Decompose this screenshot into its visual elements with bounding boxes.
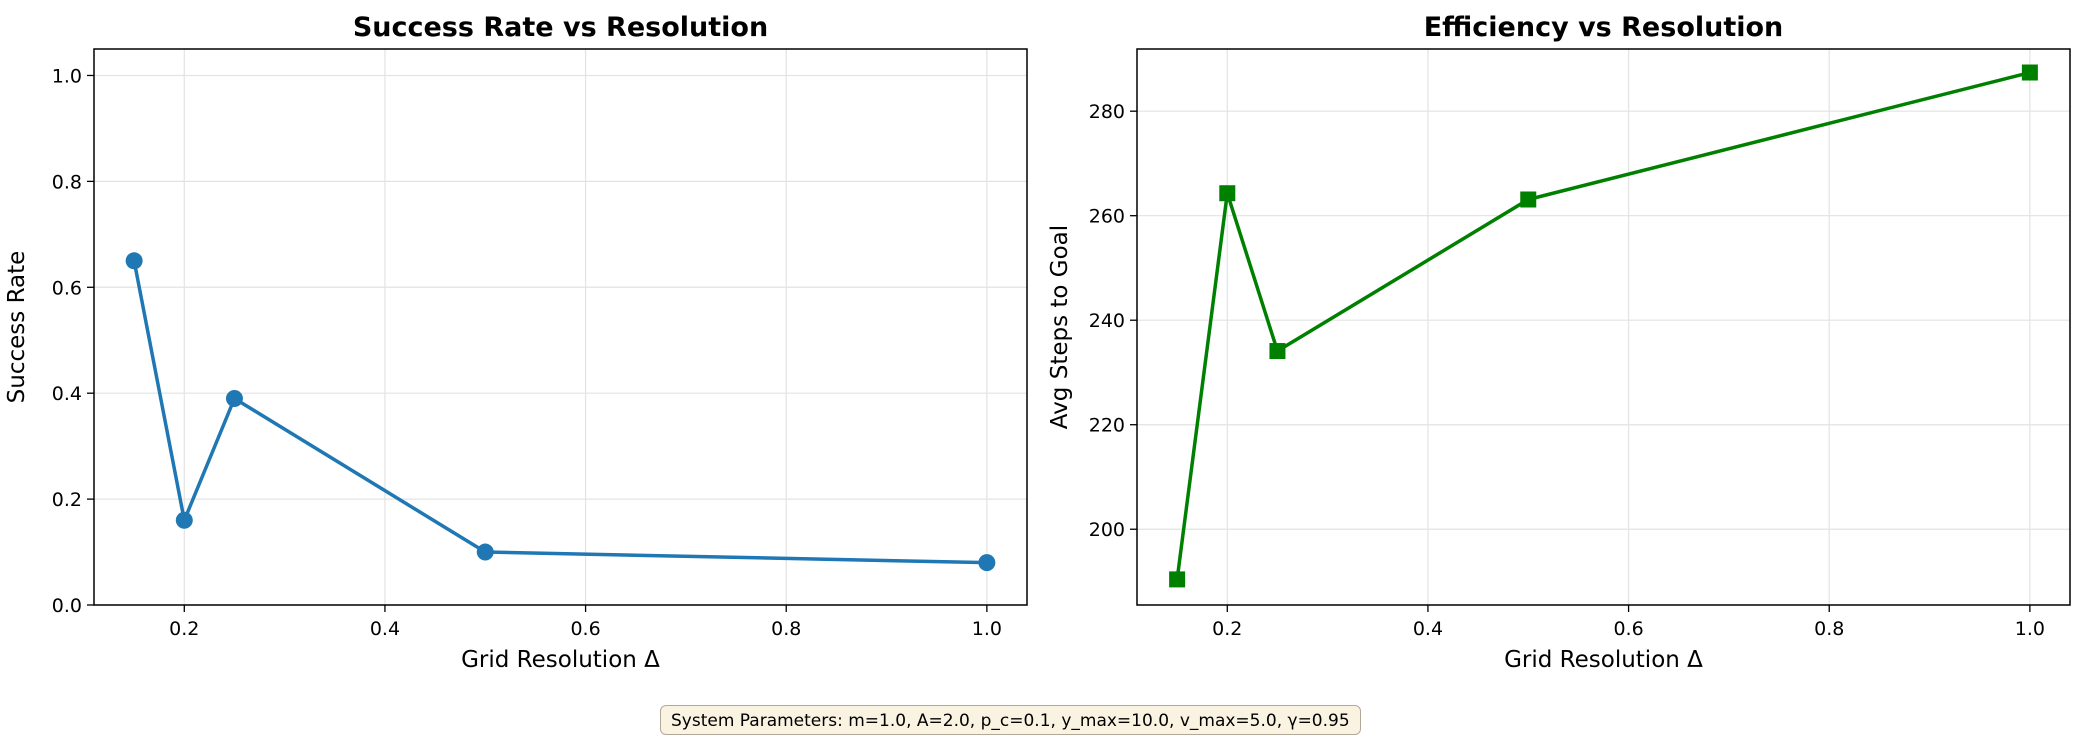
x-tick-label: 0.2: [169, 618, 199, 640]
x-tick-label: 0.6: [1613, 618, 1643, 640]
data-point: [2021, 64, 2038, 81]
y-tick-label: 260: [1089, 206, 1125, 228]
y-tick-label: 0.2: [52, 489, 82, 511]
data-point: [978, 554, 996, 572]
y-tick-label: 1.0: [52, 65, 82, 87]
data-point: [476, 543, 494, 561]
y-tick-label: 280: [1089, 101, 1125, 123]
y-tick-label: 0.8: [52, 171, 82, 193]
data-point: [1269, 343, 1286, 360]
x-tick-label: 0.8: [771, 618, 801, 640]
chart-title: Efficiency vs Resolution: [1424, 12, 1784, 43]
plot-frame: [1136, 48, 2071, 606]
series-line: [132, 260, 987, 565]
x-axis-label: Grid Resolution Δ: [1504, 647, 1703, 673]
plot-frame: [93, 48, 1028, 606]
data-point: [225, 389, 243, 407]
x-tick-label: 1.0: [972, 618, 1002, 640]
y-tick-label: 220: [1089, 415, 1125, 437]
data-point: [1219, 185, 1236, 202]
y-axis-label: Avg Steps to Goal: [1047, 225, 1073, 429]
series-line: [1175, 70, 2031, 580]
y-tick-label: 0.4: [52, 383, 82, 405]
y-axis-label: Success Rate: [4, 251, 30, 404]
x-tick-label: 0.2: [1212, 618, 1242, 640]
y-tick-label: 0.0: [52, 595, 82, 617]
x-tick-label: 0.4: [370, 618, 400, 640]
x-axis-label: Grid Resolution Δ: [461, 647, 660, 673]
x-tick-label: 0.8: [1814, 618, 1844, 640]
data-point: [1169, 571, 1186, 588]
chart-title: Success Rate vs Resolution: [353, 12, 768, 43]
y-tick-label: 240: [1089, 310, 1125, 332]
system-parameters-box: System Parameters: m=1.0, A=2.0, p_c=0.1…: [660, 705, 1361, 735]
data-point: [175, 511, 193, 529]
data-point: [1520, 191, 1537, 208]
y-tick-label: 200: [1089, 519, 1125, 541]
x-tick-label: 0.6: [570, 618, 600, 640]
success-chart: 0.2 0.4 0.6 0.8 1.0 0.0 0.2 0.4 0.6 0.8 1.0 Success…: [4, 12, 1028, 673]
x-tick-label: 1.0: [2015, 618, 2045, 640]
data-point: [125, 252, 143, 270]
x-tick-label: 0.4: [1413, 618, 1443, 640]
y-tick-label: 0.6: [52, 277, 82, 299]
efficiency-chart: 0.2 0.4 0.6 0.8 1.0 200 220 240 260 280 Efficiency…: [1047, 12, 2071, 673]
